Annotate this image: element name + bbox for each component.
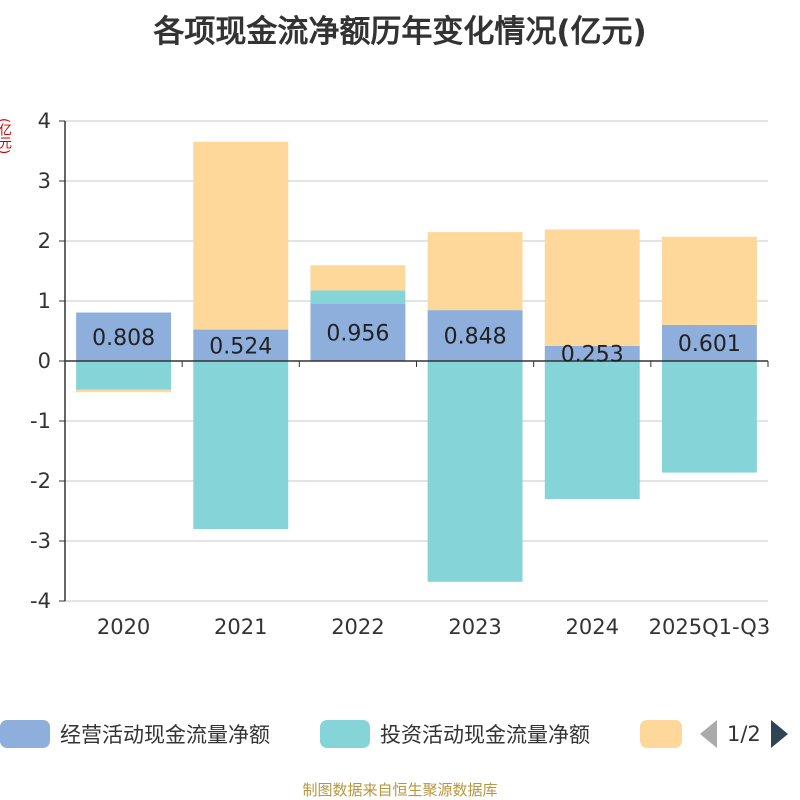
y-tick-label: 4 bbox=[38, 109, 51, 133]
legend-prev-page-icon[interactable] bbox=[700, 720, 717, 748]
legend-label-operating: 经营活动现金流量净额 bbox=[60, 723, 270, 747]
y-tick-label: 1 bbox=[38, 289, 51, 313]
bar-financing-2025Q1-Q3 bbox=[661, 236, 757, 325]
bar-investing-2025Q1-Q3 bbox=[661, 361, 757, 473]
bar-investing-2022 bbox=[310, 290, 406, 304]
x-tick-label: 2025Q1-Q3 bbox=[649, 615, 771, 639]
bar-financing-2021 bbox=[193, 141, 289, 330]
y-axis-unit-label: (亿元) bbox=[0, 118, 11, 155]
bar-operating-2022 bbox=[310, 303, 406, 361]
x-tick-label: 2023 bbox=[448, 615, 501, 639]
legend-swatch-financing bbox=[640, 720, 682, 748]
bar-operating-2025Q1-Q3 bbox=[661, 324, 757, 361]
bar-operating-2023 bbox=[427, 310, 523, 361]
legend-label-investing: 投资活动现金流量净额 bbox=[380, 723, 590, 747]
y-tick-label: 0 bbox=[38, 349, 51, 373]
data-label-operating: 0.524 bbox=[209, 334, 272, 359]
y-tick-label: -1 bbox=[30, 409, 51, 433]
x-tick-label: 2021 bbox=[214, 615, 267, 639]
data-label-operating: 0.956 bbox=[326, 321, 389, 346]
data-label-operating: 0.808 bbox=[92, 326, 155, 351]
bar-financing-2024 bbox=[544, 229, 640, 346]
legend-item-financing[interactable] bbox=[640, 716, 682, 752]
y-tick-label: 3 bbox=[38, 169, 51, 193]
bar-investing-2020 bbox=[76, 361, 172, 390]
bar-operating-2024 bbox=[544, 345, 640, 361]
y-tick-label: 2 bbox=[38, 229, 51, 253]
x-tick-label: 2020 bbox=[97, 615, 150, 639]
legend-page-indicator: 1/2 bbox=[727, 722, 761, 746]
data-label-operating: 0.848 bbox=[444, 325, 507, 350]
bar-financing-2022 bbox=[310, 265, 406, 291]
data-label-operating: 0.601 bbox=[678, 332, 741, 357]
legend-swatch-investing bbox=[320, 720, 370, 748]
legend-pager: 1/2 bbox=[700, 716, 788, 752]
legend: 经营活动现金流量净额 投资活动现金流量净额 bbox=[0, 716, 800, 752]
bar-investing-2023 bbox=[427, 361, 523, 582]
legend-swatch-operating bbox=[0, 720, 50, 748]
source-footer: 制图数据来自恒生聚源数据库 bbox=[302, 781, 498, 799]
bar-investing-2024 bbox=[544, 361, 640, 499]
bar-financing-2023 bbox=[427, 232, 523, 311]
cash-flow-chart: -4 -3 -2 -1 0 1 2 3 4 2020 2021 2022 2023 2024 2025Q1-… bbox=[30, 109, 771, 639]
legend-next-page-icon[interactable] bbox=[770, 720, 788, 748]
y-tick-label: -3 bbox=[30, 529, 51, 553]
data-label-operating: 0.253 bbox=[561, 342, 624, 367]
x-tick-label: 2022 bbox=[331, 615, 384, 639]
bar-financing-2020 bbox=[76, 389, 172, 393]
bar-operating-2020 bbox=[76, 312, 172, 361]
y-tick-label: -2 bbox=[30, 469, 51, 493]
x-tick-label: 2024 bbox=[566, 615, 619, 639]
bar-operating-2021 bbox=[193, 329, 289, 361]
bar-investing-2021 bbox=[193, 361, 289, 529]
y-tick-label: -4 bbox=[30, 589, 51, 613]
legend-item-operating[interactable]: 经营活动现金流量净额 bbox=[0, 716, 270, 752]
chart-title: 各项现金流净额历年变化情况(亿元) bbox=[153, 14, 647, 50]
legend-item-investing[interactable]: 投资活动现金流量净额 bbox=[320, 716, 590, 752]
